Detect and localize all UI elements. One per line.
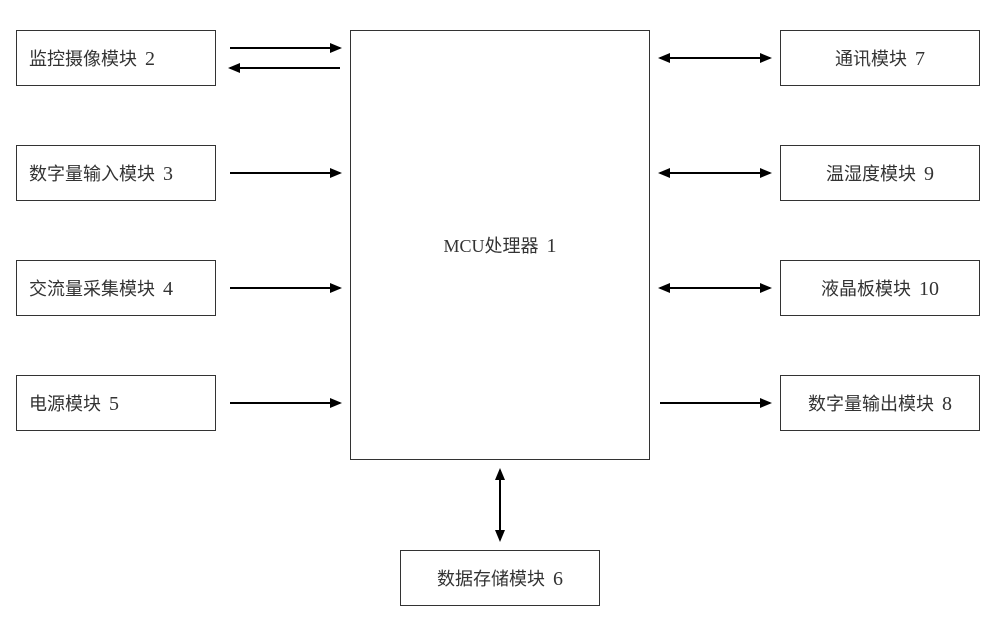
diagram-canvas: MCU处理器 1 监控摄像模块 2 数字量输入模块 3 交流量采集模块 4 电源… [0,0,1000,639]
edges-svg [0,0,1000,639]
